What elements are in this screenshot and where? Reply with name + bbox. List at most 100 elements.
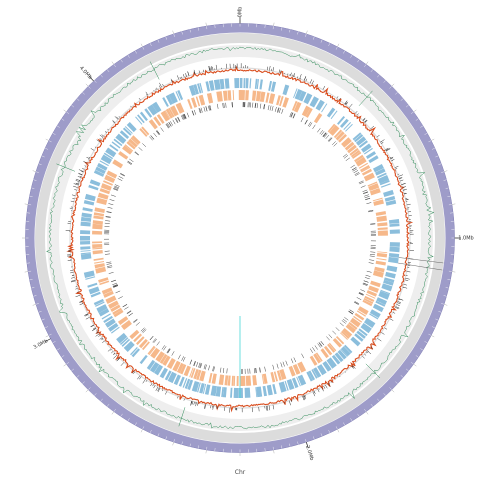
inner-marker [281, 108, 284, 114]
inner-marker [149, 335, 154, 340]
gc-skew-spike [178, 407, 186, 427]
gene-marker [91, 328, 97, 332]
reverse-gene [138, 338, 148, 349]
inner-marker [272, 364, 275, 370]
forward-gene [178, 376, 185, 387]
ideogram-minor-tick [94, 393, 97, 396]
inner-marker [105, 216, 111, 218]
ideogram-minor-tick [113, 408, 116, 412]
forward-gene [244, 387, 251, 398]
gene-marker [110, 349, 112, 351]
gene-marker [81, 170, 84, 173]
ideogram-minor-tick [57, 348, 60, 351]
inner-marker [124, 306, 129, 310]
forward-gene [254, 78, 258, 89]
forward-gene [372, 303, 384, 313]
reverse-gene [262, 373, 268, 384]
ideogram-minor-tick [435, 318, 439, 321]
inner-marker [363, 191, 369, 195]
inner-marker [314, 345, 318, 350]
reverse-gene [227, 375, 231, 386]
forward-gene [243, 78, 246, 89]
gene-marker [198, 70, 200, 73]
inner-marker [323, 132, 327, 138]
forward-gene [361, 143, 372, 153]
reverse-gene [315, 352, 323, 362]
ideogram-minor-tick [447, 279, 451, 281]
inner-marker [366, 202, 372, 205]
inner-marker [217, 103, 219, 109]
reverse-gene [338, 133, 348, 143]
reverse-gene [305, 107, 313, 118]
inner-marker [318, 342, 323, 347]
forward-gene [177, 89, 184, 101]
reverse-gene [376, 252, 388, 258]
inner-marker [105, 220, 111, 222]
inner-marker [105, 216, 111, 218]
gc-skew-spike [56, 163, 76, 172]
gene-marker [210, 66, 213, 71]
gene-marker [278, 69, 281, 73]
ideogram-minor-tick [38, 311, 42, 313]
forward-gene [101, 313, 111, 320]
reverse-gene [96, 197, 108, 205]
reverse-gene [93, 212, 105, 217]
gene-marker [367, 350, 370, 353]
forward-gene [116, 332, 128, 344]
forward-gene [321, 103, 328, 113]
ideogram-minor-tick [88, 86, 91, 89]
inner-marker [319, 129, 324, 135]
inner-marker [271, 106, 274, 112]
gene-marker [112, 352, 116, 355]
gene-marker [399, 177, 402, 180]
forward-gene [356, 330, 366, 339]
gene-marker [357, 113, 359, 116]
ideogram-minor-tick [82, 92, 85, 95]
reverse-gene [255, 90, 262, 102]
track-background-rings [35, 33, 445, 443]
forward-gene [80, 252, 91, 255]
inner-marker [150, 135, 155, 140]
inner-marker [212, 366, 214, 372]
forward-gene [213, 79, 221, 91]
gene-marker-track [65, 63, 414, 413]
gene-marker [155, 386, 159, 391]
ideogram-minor-tick [405, 368, 409, 371]
inner-marker [362, 282, 368, 285]
gene-marker [321, 387, 324, 392]
forward-gene [233, 387, 239, 398]
forward-gene [144, 108, 153, 118]
reverse-gene [156, 114, 165, 124]
reverse-gene [276, 95, 281, 106]
gene-marker [179, 76, 181, 79]
inner-marker [342, 318, 348, 323]
reverse-gene [245, 375, 252, 386]
scale-label: 4.0Mb [78, 65, 93, 80]
inner-marker [259, 103, 262, 109]
gene-marker [153, 90, 155, 92]
inner-marker [113, 187, 119, 191]
reverse-gene [206, 92, 214, 104]
forward-gene [90, 291, 101, 298]
reverse-gene [97, 192, 109, 200]
ideogram-outer-tick [32, 304, 36, 306]
inner-marker [203, 106, 206, 112]
reverse-gene [93, 215, 104, 220]
inner-marker [114, 184, 120, 187]
inner-marker [356, 297, 362, 300]
inner-marker [120, 173, 125, 177]
gene-marker [364, 353, 367, 356]
inner-marker [200, 363, 203, 369]
reverse-gene [292, 363, 301, 375]
gene-marker [265, 405, 268, 411]
inner-marker [328, 334, 333, 339]
gene-marker [150, 383, 153, 387]
reverse-gene [141, 341, 150, 351]
ideogram-outer-tick [273, 22, 275, 27]
reverse-gene [365, 293, 376, 299]
forward-gene [82, 207, 93, 212]
inner-marker [370, 223, 376, 225]
ideogram-minor-tick [400, 98, 404, 101]
forward-gene [110, 326, 120, 334]
inner-marker [208, 365, 210, 371]
